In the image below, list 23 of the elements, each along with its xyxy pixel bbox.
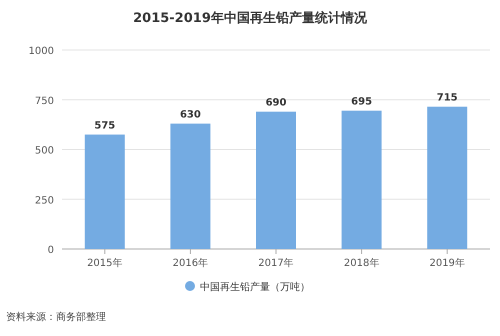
bar xyxy=(256,112,296,249)
x-tick-label: 2016年 xyxy=(172,257,208,269)
data-label: 690 xyxy=(266,98,286,109)
x-tick-label: 2019年 xyxy=(429,257,465,269)
y-tick-label: 250 xyxy=(34,195,54,206)
x-tick-label: 2018年 xyxy=(344,257,380,269)
bar xyxy=(342,110,382,249)
y-tick-label: 0 xyxy=(48,245,54,256)
x-tick-label: 2017年 xyxy=(258,257,294,269)
bar xyxy=(84,134,125,249)
y-tick-label: 1000 xyxy=(28,46,54,57)
y-tick-label: 500 xyxy=(34,146,54,156)
text: 资料来源：商务部整理 xyxy=(6,311,106,323)
x-tick-label: 2015年 xyxy=(87,257,123,269)
chart-title: 2015-2019年中国再生铅产量统计情况 xyxy=(133,10,368,26)
bar xyxy=(427,106,468,249)
legend-label: 中国再生铅产量（万吨） xyxy=(200,281,310,293)
data-label: 630 xyxy=(180,110,201,121)
data-label: 695 xyxy=(351,96,372,108)
data-label: 575 xyxy=(94,120,116,132)
bar xyxy=(170,124,210,249)
data-label: 715 xyxy=(436,92,458,104)
y-tick-label: 750 xyxy=(34,96,54,107)
